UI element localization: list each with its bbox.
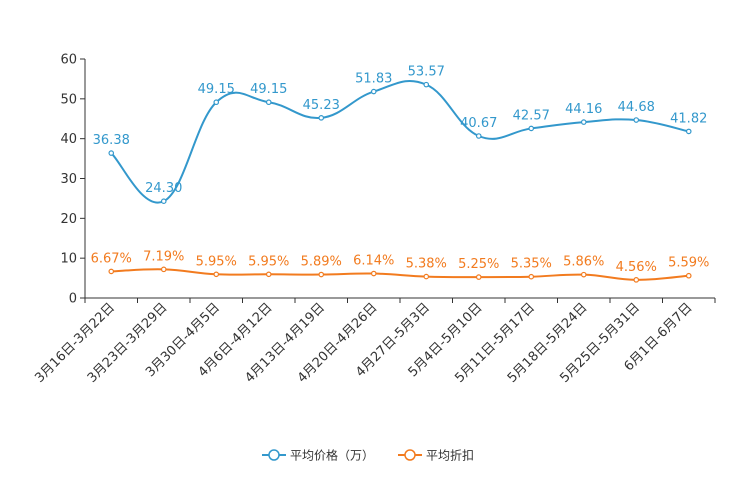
data-label: 45.23 — [303, 98, 340, 113]
data-point[interactable] — [580, 271, 587, 278]
data-point[interactable] — [160, 266, 167, 273]
series-group — [108, 80, 692, 283]
data-label: 5.86% — [563, 255, 604, 270]
data-point[interactable] — [265, 271, 272, 278]
data-point[interactable] — [580, 119, 587, 125]
y-tick-label: 20 — [60, 212, 77, 227]
data-label: 24.30 — [145, 181, 182, 196]
y-tick-label: 60 — [60, 53, 77, 68]
data-label: 53.57 — [408, 65, 445, 80]
data-label: 5.38% — [406, 257, 447, 272]
data-point[interactable] — [213, 99, 220, 106]
data-point[interactable] — [213, 271, 220, 278]
data-label: 44.68 — [618, 100, 655, 115]
data-point[interactable] — [108, 268, 115, 275]
data-point[interactable] — [318, 271, 325, 278]
legend-item-2[interactable]: 平均折扣 — [398, 448, 474, 463]
data-label: 7.19% — [143, 249, 184, 264]
data-label: 5.59% — [668, 256, 709, 271]
data-label: 49.15 — [250, 82, 287, 97]
data-point[interactable] — [685, 128, 692, 135]
axes: 01020304050603月16日-3月22日3月23日-3月29日3月30日… — [32, 53, 716, 386]
data-label: 5.95% — [196, 254, 237, 269]
data-label: 49.15 — [198, 82, 235, 97]
data-label: 44.16 — [565, 102, 602, 117]
legend[interactable]: 平均价格（万） 平均折扣 — [262, 448, 474, 463]
data-point[interactable] — [423, 81, 430, 88]
legend-marker-icon — [404, 449, 416, 461]
y-tick-label: 10 — [60, 252, 77, 267]
data-point[interactable] — [528, 273, 535, 280]
data-point[interactable] — [370, 88, 377, 95]
data-point[interactable] — [528, 125, 535, 132]
data-label: 41.82 — [670, 111, 707, 126]
y-tick-label: 50 — [60, 92, 77, 107]
series-line-1 — [110, 80, 689, 204]
data-label: 5.35% — [511, 257, 552, 272]
data-point[interactable] — [265, 99, 272, 106]
data-label: 5.89% — [301, 255, 342, 270]
data-label: 40.67 — [460, 116, 497, 131]
data-labels: 36.38 24.30 49.15 49.15 45.23 51.83 53.57 40.67… — [91, 65, 710, 275]
data-point[interactable] — [160, 198, 167, 205]
data-label: 6.67% — [91, 251, 132, 266]
data-point[interactable] — [685, 272, 692, 279]
data-label: 36.38 — [93, 133, 130, 148]
legend-marker-icon — [268, 449, 280, 461]
data-label: 5.25% — [458, 257, 499, 272]
data-point[interactable] — [633, 277, 640, 283]
data-point[interactable] — [633, 117, 640, 123]
data-point[interactable] — [108, 150, 115, 156]
data-point[interactable] — [370, 270, 377, 277]
legend-label: 平均价格（万） — [290, 448, 374, 463]
data-point[interactable] — [475, 133, 482, 139]
data-label: 42.57 — [513, 108, 550, 123]
data-point[interactable] — [423, 273, 430, 280]
data-point[interactable] — [475, 274, 482, 280]
series-line-2 — [111, 268, 689, 281]
data-label: 4.56% — [616, 260, 657, 275]
legend-label: 平均折扣 — [426, 448, 474, 463]
y-tick-label: 40 — [60, 132, 77, 147]
y-tick-label: 0 — [69, 292, 77, 307]
data-point[interactable] — [318, 115, 325, 121]
data-label: 51.83 — [355, 72, 392, 87]
data-label: 5.95% — [248, 254, 289, 269]
legend-item-1[interactable]: 平均价格（万） — [262, 448, 374, 463]
data-label: 6.14% — [353, 254, 394, 269]
y-tick-label: 30 — [60, 172, 77, 187]
